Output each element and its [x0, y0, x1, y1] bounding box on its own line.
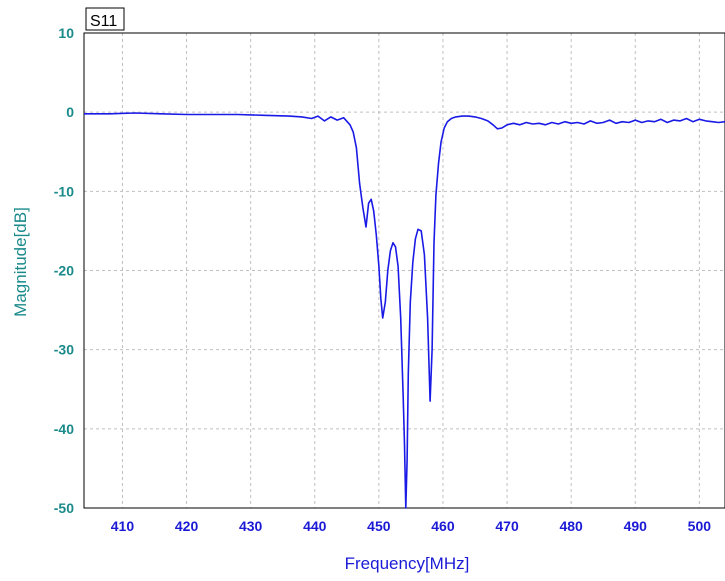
plot-frame [83, 32, 725, 509]
x-tick-label: 490 [624, 518, 648, 534]
x-tick-label: 500 [688, 518, 712, 534]
y-tick-label: -50 [54, 500, 74, 516]
y-axis-title: Magnitude[dB] [11, 207, 30, 317]
y-tick-label: 10 [58, 25, 74, 41]
x-tick-label: 470 [495, 518, 519, 534]
series-line-s11 [84, 112, 725, 509]
legend: S11 [85, 7, 125, 31]
x-tick-labels: 410 420 430 440 450 460 470 480 490 500 [111, 518, 711, 534]
x-tick-label: 440 [303, 518, 327, 534]
x-tick-label: 420 [175, 518, 199, 534]
x-tick-label: 450 [367, 518, 391, 534]
x-tick-label: 430 [239, 518, 263, 534]
y-tick-label: -10 [54, 183, 74, 199]
legend-label: S11 [90, 13, 117, 30]
x-axis-title: Frequency[MHz] [345, 554, 470, 573]
x-tick-label: 460 [431, 518, 455, 534]
y-tick-label: -40 [54, 421, 74, 437]
x-tick-label: 410 [111, 518, 135, 534]
x-tick-label: 480 [559, 518, 583, 534]
y-tick-label: 0 [66, 104, 74, 120]
y-tick-label: -30 [54, 342, 74, 358]
legend-box [85, 7, 125, 31]
y-tick-label: -20 [54, 263, 74, 279]
y-tick-labels: 10 0 -10 -20 -30 -40 -50 [54, 25, 74, 516]
